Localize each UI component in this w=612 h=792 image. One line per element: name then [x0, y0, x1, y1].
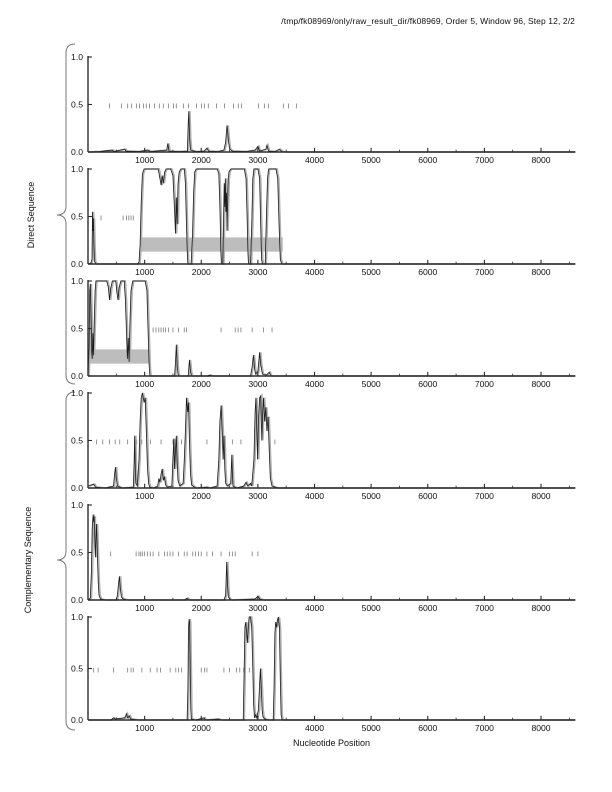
x-tick-label: 4000	[305, 491, 324, 501]
x-tick-label: 2000	[192, 603, 211, 613]
x-tick-label: 2000	[192, 491, 211, 501]
y-tick-label: 0.5	[71, 664, 83, 674]
y-tick-label: 0.5	[71, 212, 83, 222]
probability-curve-shadow	[88, 514, 577, 601]
x-tick-label: 5000	[362, 491, 381, 501]
predicted-region-bar	[140, 237, 283, 252]
x-tick-label: 4000	[305, 379, 324, 389]
x-tick-label: 3000	[248, 723, 267, 733]
x-tick-label: 2000	[192, 155, 211, 165]
x-tick-label: 2000	[192, 267, 211, 277]
x-tick-label: 6000	[418, 491, 437, 501]
x-tick-label: 6000	[418, 723, 437, 733]
x-tick-label: 5000	[362, 603, 381, 613]
x-tick-label: 3000	[248, 379, 267, 389]
x-tick-label: 1000	[135, 723, 154, 733]
x-tick-label: 2000	[192, 379, 211, 389]
group-brace	[56, 391, 76, 731]
x-tick-label: 1000	[135, 603, 154, 613]
probability-curve-shadow	[89, 111, 577, 153]
figure-title: /tmp/fk08969/only/raw_result_dir/fk08969…	[281, 16, 575, 26]
x-tick-label: 8000	[531, 603, 550, 613]
x-tick-label: 1000	[135, 379, 154, 389]
x-tick-label: 5000	[362, 723, 381, 733]
panel-6-plot: 1.0 0.5 0.0 1000 2000 3000 4000 5000 6000 7000 800…	[71, 612, 577, 733]
x-tick-label: 6000	[418, 379, 437, 389]
y-tick-label: 0.0	[71, 483, 83, 493]
x-tick-label: 6000	[418, 155, 437, 165]
group-brace	[56, 43, 76, 385]
y-tick-label: 1.0	[71, 276, 83, 286]
y-tick-label: 0.0	[71, 595, 83, 605]
y-tick-label: 0.5	[71, 100, 83, 110]
panel-2-plot: 1.0 0.5 0.0 1000 2000 3000 4000 5000 6000 7000 800…	[71, 164, 577, 277]
x-tick-label: 8000	[531, 723, 550, 733]
panel-3-plot: 1.0 0.5 0.0 1000 2000 3000 4000 5000 6000 7000 800…	[71, 276, 577, 389]
y-tick-label: 0.0	[71, 715, 83, 725]
x-tick-label: 3000	[248, 491, 267, 501]
y-tick-label: 0.0	[71, 147, 83, 157]
probability-curve	[87, 168, 575, 265]
x-axis-title: Nucleotide Position	[292, 738, 371, 748]
x-tick-label: 5000	[362, 267, 381, 277]
probability-curve	[87, 392, 575, 489]
x-tick-label: 8000	[531, 491, 550, 501]
x-tick-label: 4000	[305, 267, 324, 277]
x-tick-label: 1000	[135, 491, 154, 501]
panel-5-plot: 1.0 0.5 0.0 1000 2000 3000 4000 5000 6000 7000 800…	[71, 500, 577, 613]
y-tick-label: 0.0	[71, 259, 83, 269]
x-tick-label: 8000	[531, 267, 550, 277]
x-tick-label: 2000	[192, 723, 211, 733]
x-tick-label: 7000	[475, 603, 494, 613]
x-tick-label: 4000	[305, 603, 324, 613]
y-tick-label: 0.5	[71, 436, 83, 446]
probability-curve	[87, 111, 575, 153]
x-tick-label: 7000	[475, 155, 494, 165]
x-tick-label: 4000	[305, 155, 324, 165]
probability-curve	[88, 616, 575, 721]
x-tick-label: 3000	[248, 603, 267, 613]
x-tick-label: 6000	[418, 267, 437, 277]
probability-curve-shadow	[88, 392, 577, 490]
probability-curve-shadow	[89, 616, 577, 721]
x-tick-label: 3000	[248, 267, 267, 277]
x-tick-label: 7000	[475, 491, 494, 501]
y-tick-label: 0.5	[71, 324, 83, 334]
probability-curve	[87, 514, 575, 601]
x-tick-label: 4000	[305, 723, 324, 733]
x-tick-label: 8000	[531, 379, 550, 389]
x-tick-label: 7000	[475, 267, 494, 277]
probability-curve	[87, 280, 575, 377]
x-tick-label: 6000	[418, 603, 437, 613]
y-tick-label: 1.0	[71, 388, 83, 398]
y-tick-label: 0.5	[71, 548, 83, 558]
y-tick-label: 1.0	[71, 164, 83, 174]
predicted-region-bar	[89, 349, 150, 364]
y-tick-label: 0.0	[71, 371, 83, 381]
panel-1-plot: 1.0 0.5 0.0 1000 2000 3000 4000 5000 6000 7000 800…	[71, 52, 577, 165]
x-tick-label: 7000	[475, 723, 494, 733]
x-tick-label: 3000	[248, 155, 267, 165]
probability-curve-shadow	[88, 280, 577, 377]
panel-4-plot: 1.0 0.5 0.0 1000 2000 3000 4000 5000 6000 7000 800…	[71, 388, 577, 501]
x-tick-label: 8000	[531, 155, 550, 165]
y-tick-label: 1.0	[71, 52, 83, 62]
x-tick-label: 7000	[475, 379, 494, 389]
x-tick-label: 5000	[362, 155, 381, 165]
x-tick-label: 5000	[362, 379, 381, 389]
x-tick-label: 1000	[135, 267, 154, 277]
y-tick-label: 1.0	[71, 500, 83, 510]
y-tick-label: 1.0	[71, 612, 83, 622]
x-tick-label: 1000	[135, 155, 154, 165]
